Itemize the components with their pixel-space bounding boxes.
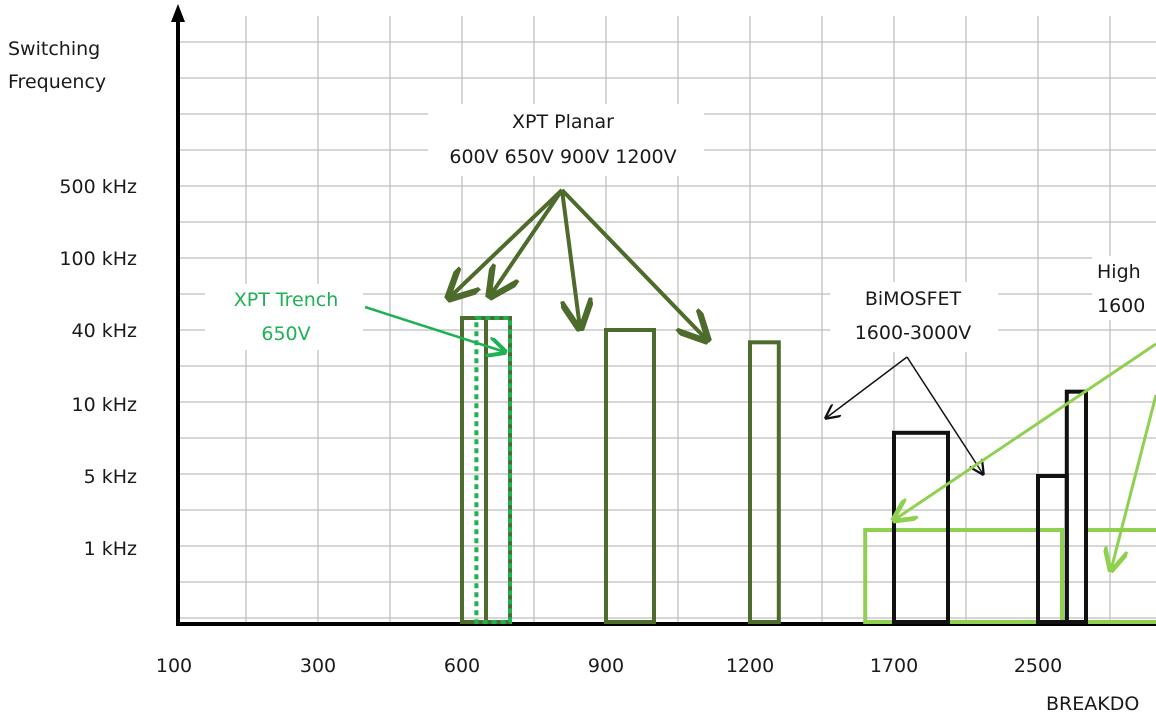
bar-high	[863, 528, 1065, 624]
x-tick-label: 2500	[1014, 655, 1062, 677]
bar-planar	[604, 328, 656, 624]
y-tick-label: 1 kHz	[84, 538, 137, 560]
x-tick-label: 1200	[726, 655, 774, 677]
high-label-line-2: 1600	[1097, 295, 1145, 317]
high-arrows	[894, 342, 1156, 570]
y-axis-label-line-2: Frequency	[8, 71, 106, 93]
trench-label-bg	[205, 284, 363, 350]
y-tick-label: 10 kHz	[72, 394, 138, 416]
x-tick-label: 100	[156, 655, 192, 677]
x-tick-label: 300	[300, 655, 336, 677]
high-label-line-1: High	[1097, 261, 1141, 283]
bars	[460, 316, 1156, 624]
bimosfet-arrow-1700	[826, 356, 908, 418]
bimosfet-label-bg	[830, 282, 998, 352]
bar-planar	[484, 316, 512, 624]
high-label-bg	[1092, 256, 1156, 320]
x-tick-label: 1700	[870, 655, 918, 677]
bimosfet-label-line-2: 1600-3000V	[855, 322, 972, 344]
planar-label-bg	[428, 104, 704, 176]
bar-planar	[460, 316, 488, 624]
y-tick-label: 40 kHz	[72, 320, 138, 342]
high-arrow-1	[894, 342, 1156, 520]
bar-bimosfet	[1064, 389, 1089, 624]
trench-arrow	[364, 305, 505, 352]
bar-bimosfet	[892, 430, 950, 624]
y-tick-label: 5 kHz	[84, 466, 137, 488]
y-axis-arrow-icon	[171, 4, 185, 22]
y-axis-label-line-1: Switching	[8, 38, 100, 60]
planar-arrow-650	[490, 188, 564, 296]
x-tick-labels: 1003006009001200170025004000	[156, 655, 1062, 677]
y-tick-labels: 500 kHz 100 kHz 40 kHz 10 kHz 5 kHz 1 kHz	[59, 176, 137, 560]
planar-arrows	[449, 188, 707, 340]
bar-high	[1084, 528, 1156, 624]
planar-arrow-1200	[560, 188, 707, 340]
bimosfet-arrows	[826, 356, 983, 474]
x-tick-label: 900	[588, 655, 624, 677]
bimosfet-label-line-1: BiMOSFET	[865, 288, 962, 310]
planar-arrow-900	[560, 189, 580, 328]
bar-trench	[474, 316, 512, 624]
planar-label-line-2: 600V 650V 900V 1200V	[449, 146, 676, 168]
y-tick-label: 500 kHz	[59, 176, 137, 198]
planar-arrow-600	[449, 188, 564, 298]
trench-label-line-2: 650V	[261, 323, 310, 345]
high-arrow-2	[1111, 394, 1156, 570]
x-tick-label: 600	[444, 655, 480, 677]
trench-label-line-1: XPT Trench	[234, 289, 339, 311]
x-axis-label: BREAKDO	[1046, 693, 1139, 715]
y-tick-label: 100 kHz	[59, 248, 137, 270]
bimosfet-arrow-2500	[906, 356, 983, 474]
planar-label-line-1: XPT Planar	[512, 111, 614, 133]
bar-planar	[748, 340, 781, 624]
